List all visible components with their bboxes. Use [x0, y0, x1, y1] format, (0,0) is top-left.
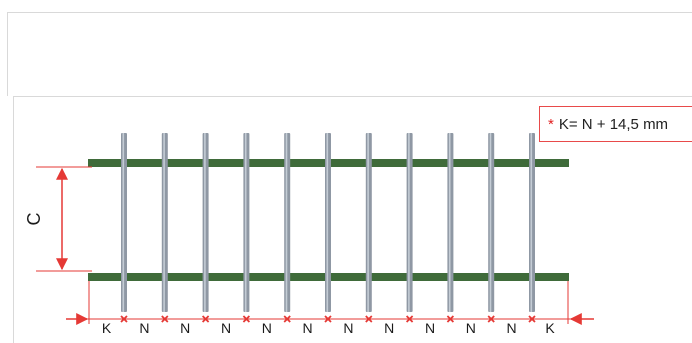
spacing-label-n: N — [180, 320, 190, 336]
vertical-bar — [406, 133, 413, 312]
spacing-label-n: N — [303, 320, 313, 336]
spacing-mark — [365, 315, 373, 323]
spacing-label-n: N — [384, 320, 394, 336]
formula-text: K= N + 14,5 mm — [558, 115, 669, 133]
spacing-mark — [283, 315, 291, 323]
upper-frame — [7, 12, 692, 96]
vertical-bar — [121, 133, 127, 312]
vertical-bar — [202, 133, 209, 312]
vertical-bar — [243, 133, 250, 312]
diagram-frame — [13, 96, 692, 343]
spacing-mark — [242, 315, 251, 323]
spacing-label-n: N — [466, 320, 476, 336]
spacing-mark — [487, 315, 495, 323]
vertical-bar — [325, 133, 331, 312]
vertical-bar — [161, 133, 168, 312]
vertical-bar — [447, 133, 454, 312]
spacing-mark — [528, 315, 536, 323]
spacing-label-k: K — [102, 320, 112, 336]
spacing-label-n: N — [262, 320, 272, 336]
spacing-mark — [161, 315, 169, 323]
spacing-mark — [201, 315, 210, 323]
vertical-bar — [488, 133, 495, 312]
spacing-mark — [405, 315, 414, 323]
spacing-marks — [120, 315, 536, 323]
height-label: C — [24, 213, 44, 226]
vertical-bars — [121, 133, 535, 312]
spacing-label-n: N — [425, 320, 435, 336]
spacing-mark — [324, 315, 332, 323]
height-dimension: C — [24, 166, 92, 272]
spacing-mark — [446, 315, 455, 323]
spacing-mark — [120, 315, 128, 323]
spacing-label-n: N — [507, 320, 517, 336]
formula-asterisk: * — [548, 115, 554, 133]
spacing-label-k: K — [545, 320, 555, 336]
spacing-label-n: N — [221, 320, 231, 336]
formula-box: * K= N + 14,5 mm — [539, 106, 692, 142]
vertical-bar — [284, 133, 291, 312]
spacing-label-n: N — [139, 320, 149, 336]
vertical-bar — [365, 133, 372, 312]
spacing-label-n: N — [343, 320, 353, 336]
vertical-bar — [529, 133, 535, 312]
